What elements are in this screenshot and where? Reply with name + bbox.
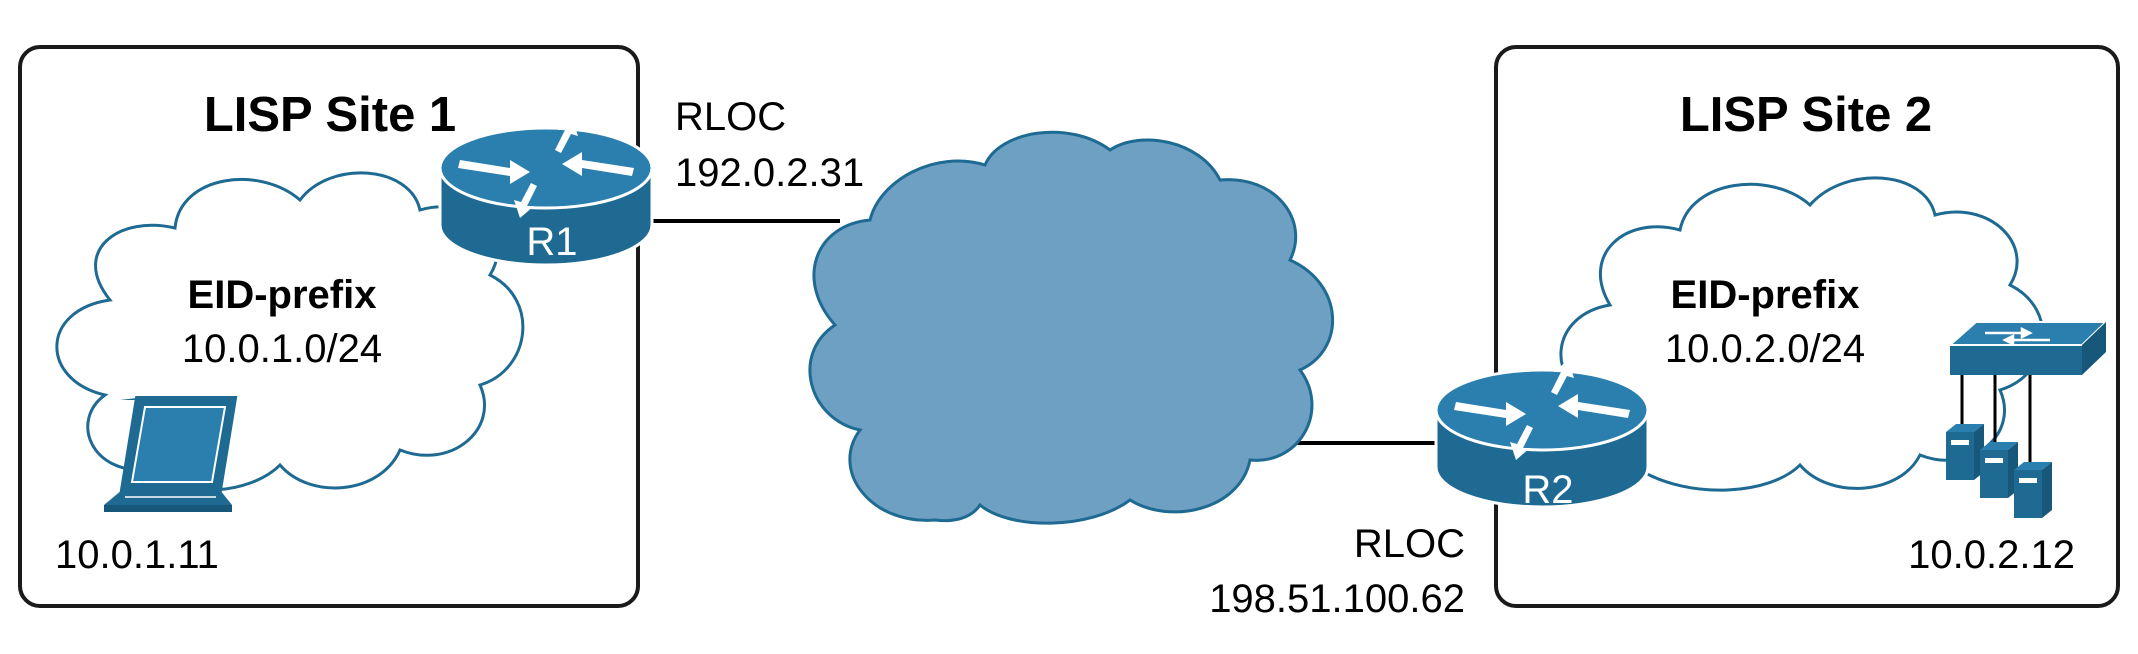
transport-cloud <box>808 130 1334 525</box>
r1-rloc-label: RLOC <box>675 95 786 139</box>
router-r2-label: R2 <box>1522 468 1573 512</box>
r1-rloc-ip: 192.0.2.31 <box>675 151 864 195</box>
router-arrows-icon <box>1454 360 1630 460</box>
site1-title: LISP Site 1 <box>204 88 456 142</box>
server-icon <box>1946 424 1984 480</box>
site2-host-ip: 10.0.2.12 <box>1908 533 2075 577</box>
switch-icon <box>1947 321 2109 375</box>
site1-eid-label: EID-prefix <box>188 273 377 317</box>
site2-eid-cloud <box>1559 176 2045 492</box>
site1-eid-prefix: 10.0.1.0/24 <box>182 327 382 371</box>
router-r2 <box>1434 360 1650 509</box>
switch-server-links <box>1960 375 2032 468</box>
router-r1-label: R1 <box>526 220 577 264</box>
site2-eid-label: EID-prefix <box>1671 273 1860 317</box>
server-icon <box>1980 442 2018 498</box>
r2-rloc-label: RLOC <box>1354 522 1465 566</box>
router-r1 <box>438 118 654 267</box>
site1-host-ip: 10.0.1.11 <box>55 533 219 577</box>
site2-title: LISP Site 2 <box>1680 88 1932 142</box>
router-arrows-icon <box>458 118 634 218</box>
r2-rloc-ip: 198.51.100.62 <box>1209 577 1465 621</box>
server-icon <box>2014 462 2052 518</box>
site2-eid-prefix: 10.0.2.0/24 <box>1665 327 1865 371</box>
laptop-icon <box>104 396 238 512</box>
